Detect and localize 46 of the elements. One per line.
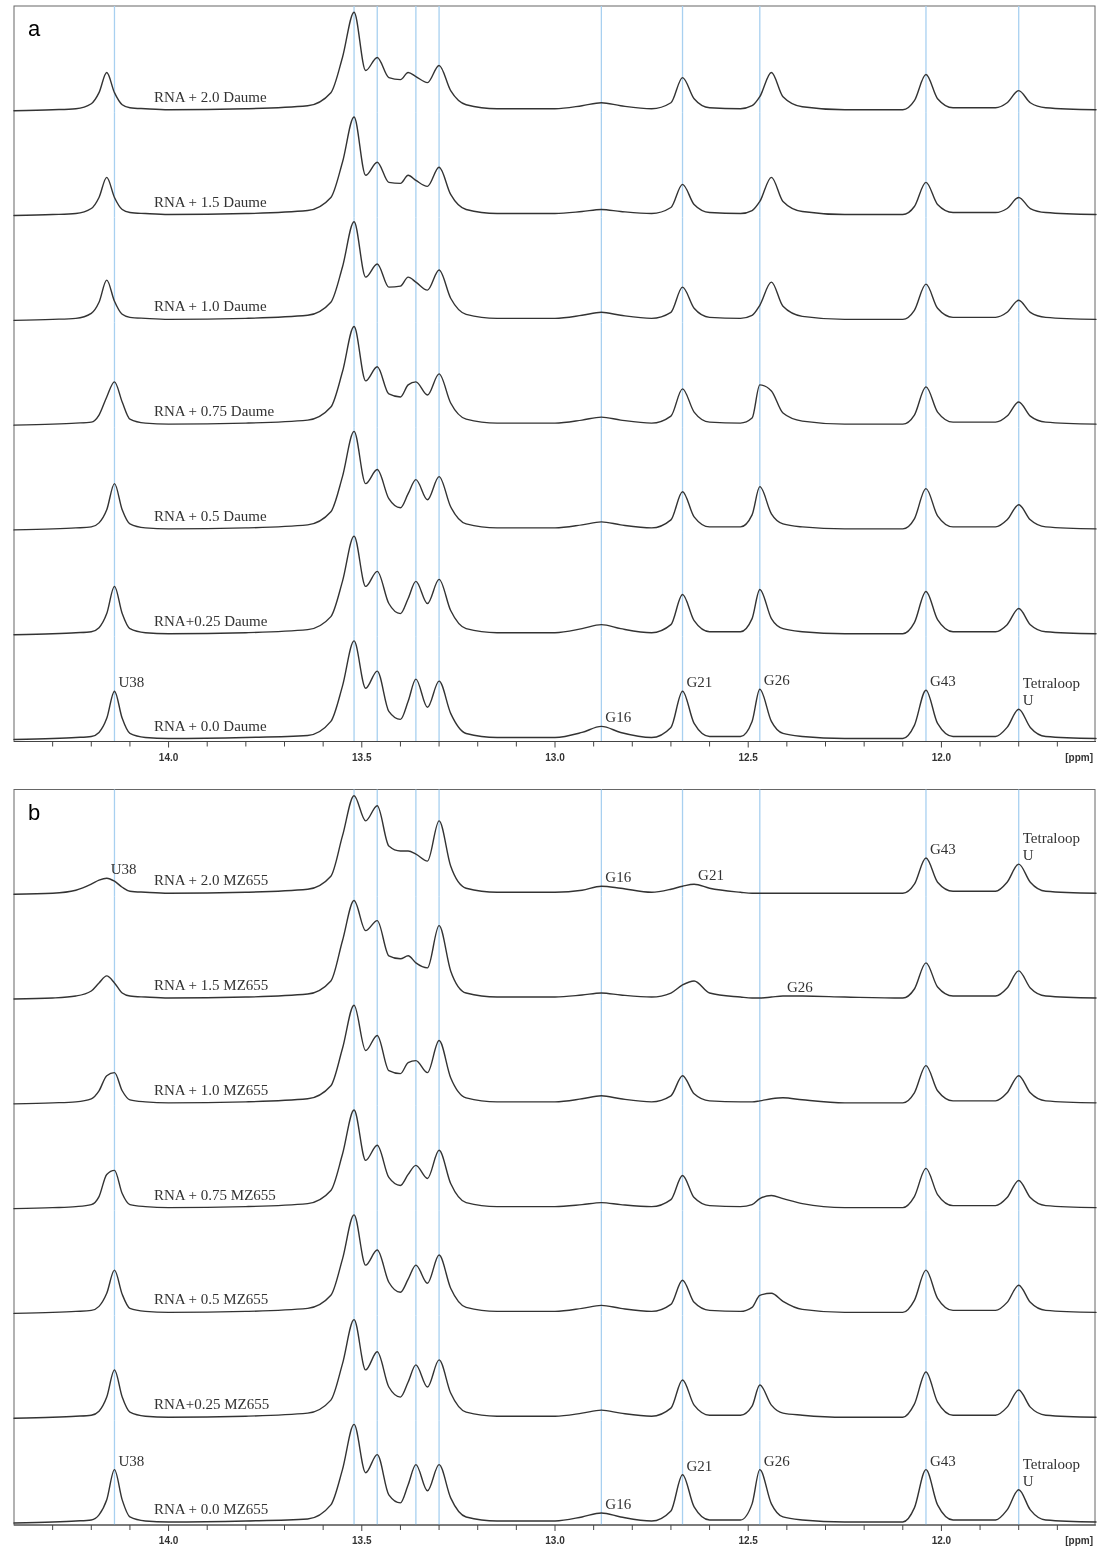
- series-label: RNA + 0.5 MZ655: [154, 1291, 269, 1308]
- x-tick-label: 12.0: [931, 751, 952, 763]
- chart-title: a: [28, 16, 41, 41]
- annotation: G26: [786, 979, 814, 996]
- series-label: RNA + 1.5 MZ655: [154, 977, 269, 994]
- annotation: Tetraloop U: [1022, 830, 1080, 864]
- series-label: RNA + 2.0 MZ655: [154, 872, 269, 889]
- annotation: U38: [110, 861, 137, 878]
- x-tick-label: 12.0: [931, 1535, 952, 1546]
- x-tick-label: 13.5: [352, 751, 372, 763]
- x-tick-label: 12.5: [738, 1535, 759, 1546]
- series-label: RNA + 1.0 Daume: [154, 298, 267, 315]
- x-tick-label: 12.5: [738, 751, 759, 763]
- x-tick-label: 13.5: [352, 1535, 372, 1546]
- annotation: G43: [929, 1452, 956, 1469]
- annotation: G26: [763, 1452, 791, 1469]
- annotation: Tetraloop U: [1022, 1455, 1080, 1489]
- x-tick-label: 13.0: [545, 1535, 566, 1546]
- annotation: G21: [698, 867, 724, 884]
- x-axis-title: [ppm]: [1065, 751, 1093, 763]
- annotation: U38: [118, 1452, 145, 1469]
- series-label: RNA + 0.0 Daume: [154, 717, 267, 734]
- annotation: G16: [605, 1495, 632, 1512]
- x-tick-label: 13.0: [545, 751, 566, 763]
- series-label: RNA + 0.75 MZ655: [154, 1186, 276, 1203]
- x-axis-title: [ppm]: [1065, 1535, 1093, 1546]
- annotation: G21: [686, 1457, 713, 1474]
- annotation: Tetraloop U: [1022, 675, 1080, 709]
- series-label: RNA + 0.5 Daume: [154, 507, 267, 524]
- annotation: G16: [605, 869, 632, 886]
- series-label: RNA+0.25 MZ655: [154, 1396, 270, 1413]
- series-label: RNA + 0.75 Daume: [154, 403, 275, 420]
- x-tick-label: 14.0: [158, 751, 179, 763]
- annotation: U38: [118, 674, 145, 691]
- annotation: G21: [686, 674, 713, 691]
- series-label: RNA + 2.0 Daume: [154, 88, 267, 105]
- series-label: RNA + 1.5 Daume: [154, 193, 267, 210]
- annotation: G16: [605, 709, 632, 726]
- series-label: RNA + 0.0 MZ655: [154, 1501, 269, 1517]
- chart-title: b: [28, 799, 41, 825]
- series-label: RNA + 1.0 MZ655: [154, 1081, 269, 1098]
- annotation: G43: [929, 673, 956, 690]
- series-label: RNA+0.25 Daume: [154, 612, 268, 629]
- x-tick-label: 14.0: [158, 1535, 179, 1546]
- annotation: G26: [763, 672, 791, 689]
- annotation: G43: [929, 841, 956, 858]
